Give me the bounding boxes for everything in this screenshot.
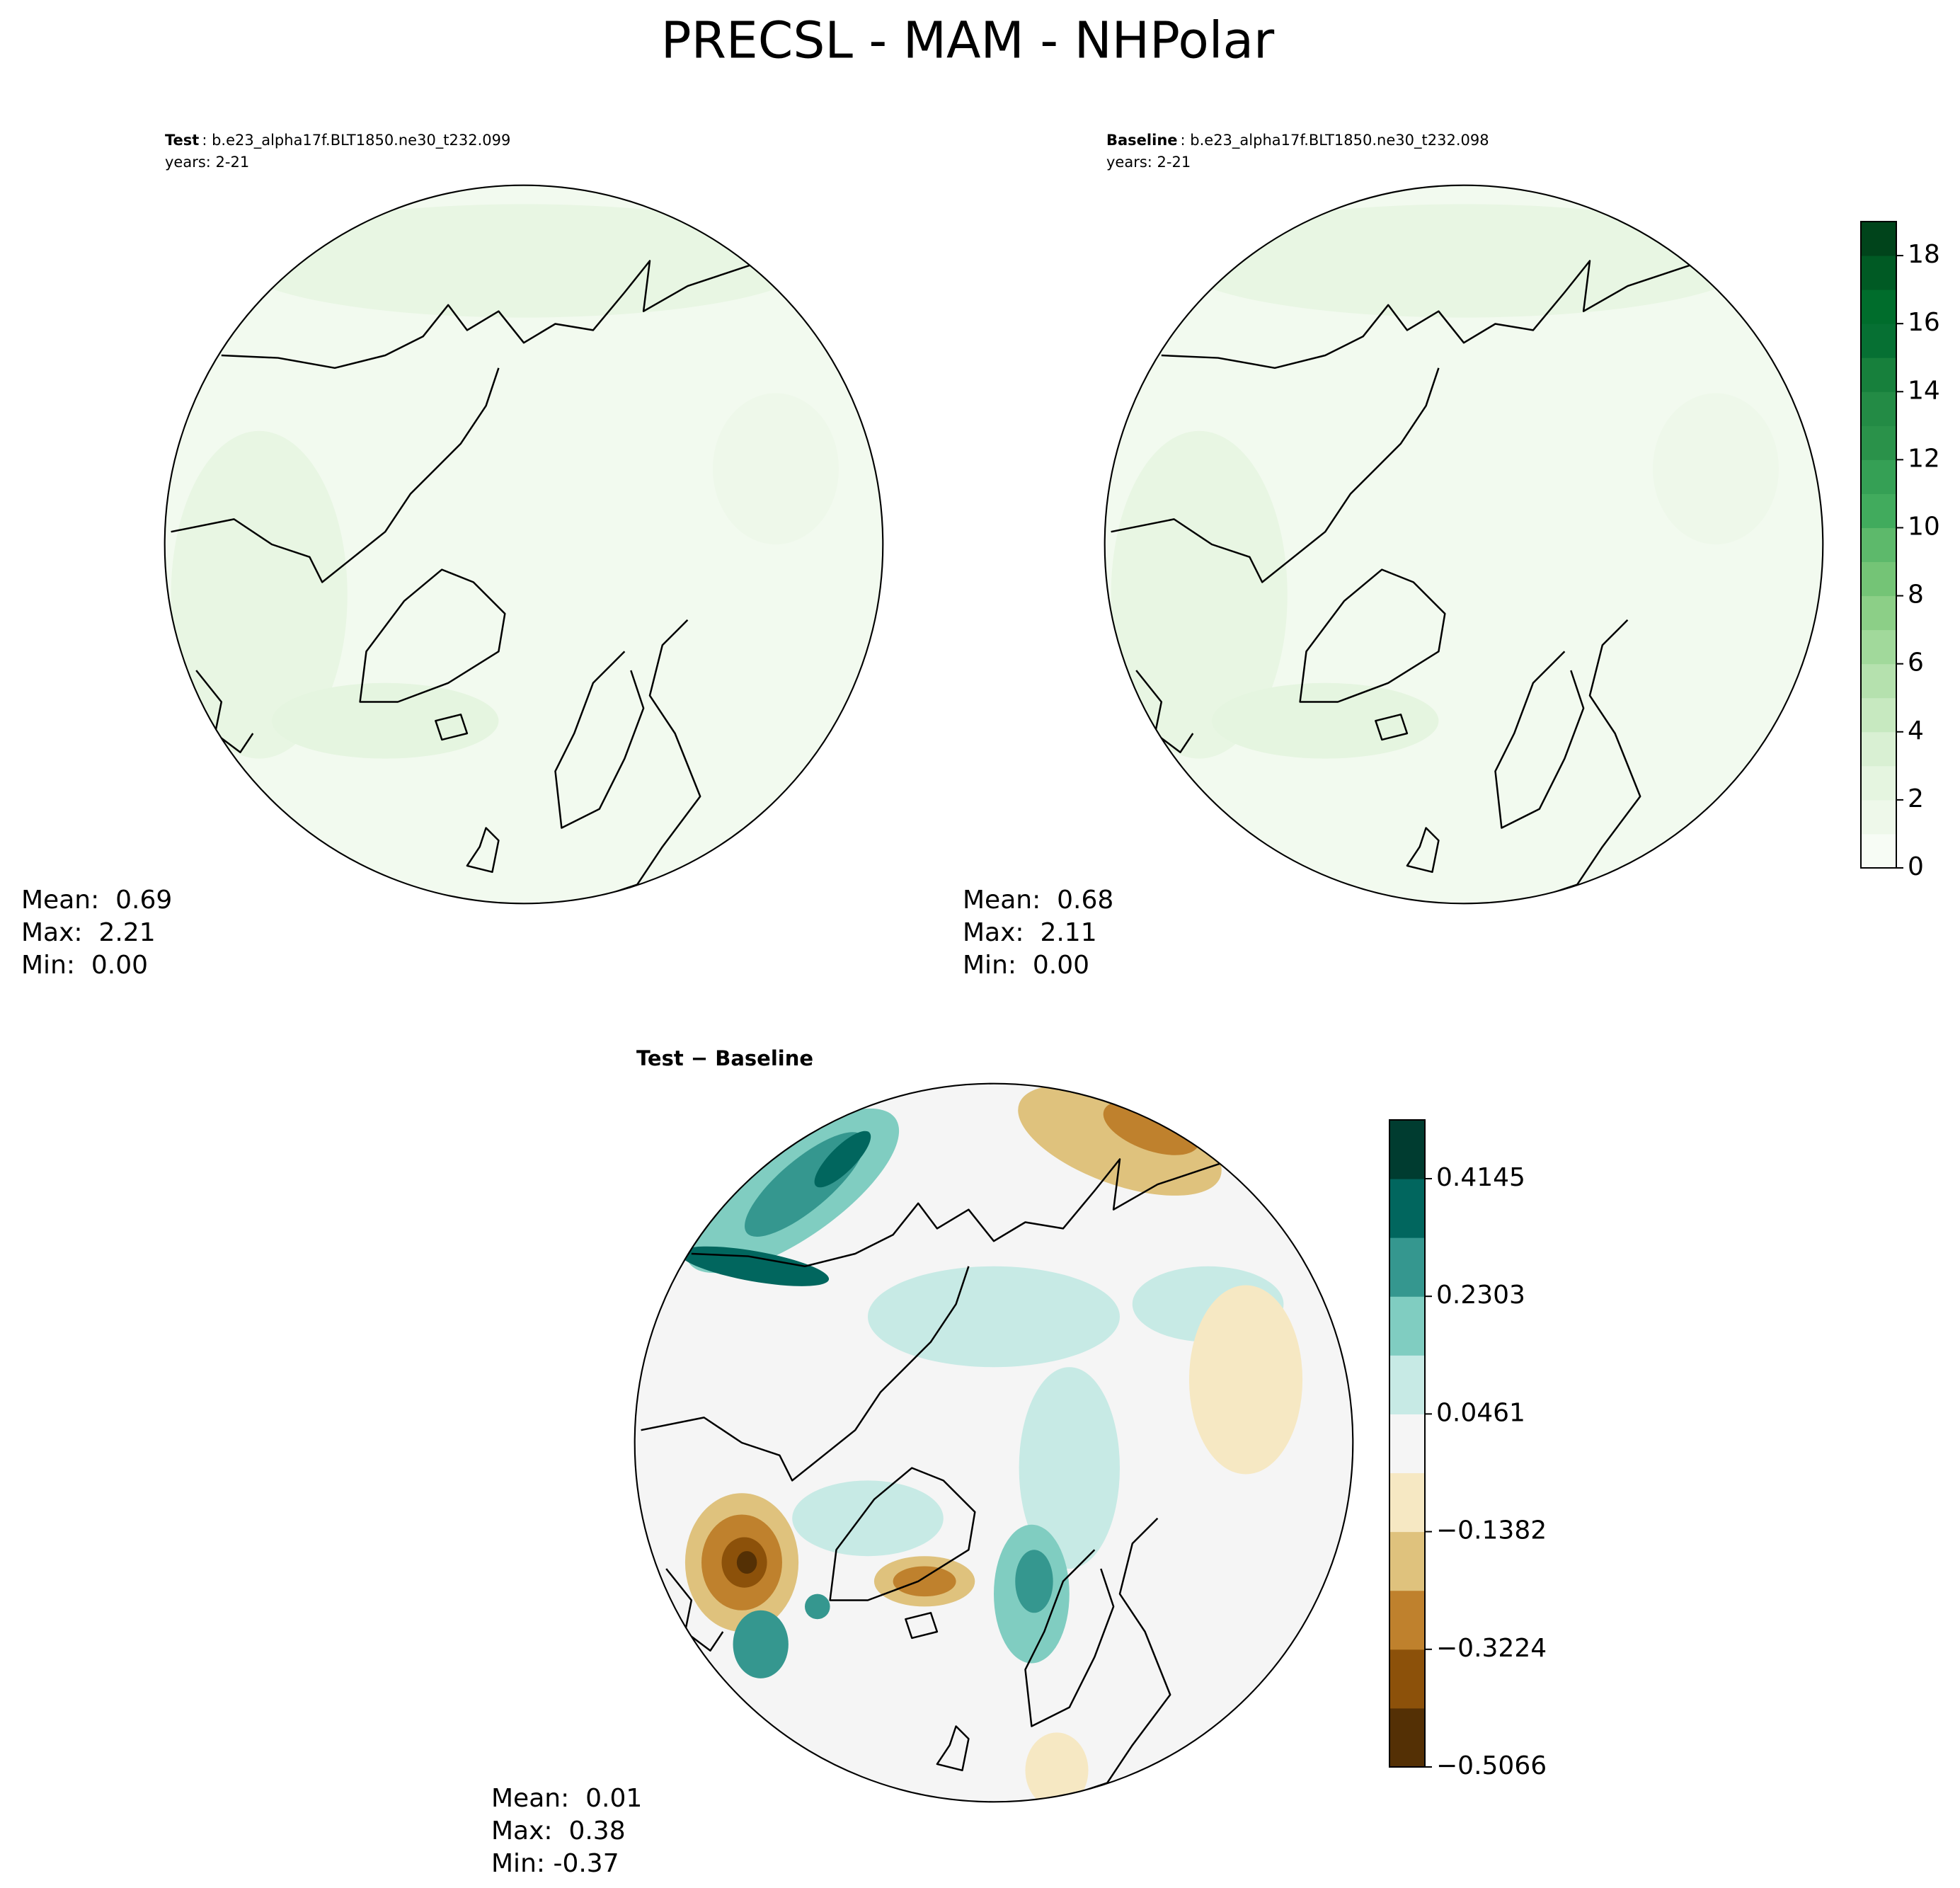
case-label: Test [165, 132, 199, 149]
colorbar-tick-label: 6 [1908, 648, 1924, 677]
colorbar-tick-label: 2 [1908, 784, 1924, 813]
map-field [634, 1083, 1353, 1802]
colorbar-tick-label: −0.5066 [1436, 1751, 1547, 1780]
colorbar-tick-label: 0.2303 [1436, 1281, 1525, 1310]
colorbar-band [1861, 222, 1896, 256]
colorbar-band [1861, 833, 1896, 869]
colorbar-tick-label: 14 [1908, 376, 1940, 405]
colorbar-tick-label: 0 [1908, 852, 1924, 881]
colorbar-band [1389, 1179, 1425, 1238]
stat-line: Mean: 0.01 [491, 1784, 642, 1813]
panel-title: Test − Baseline [636, 1046, 813, 1070]
colorbar-band [1389, 1120, 1425, 1179]
map-boundary [1104, 184, 1824, 905]
colorbar-band [1389, 1296, 1425, 1356]
figure-title: PRECSL - MAM - NHPolar [661, 11, 1275, 70]
colorbar-band [1861, 629, 1896, 665]
stat-line: Mean: 0.69 [21, 886, 172, 915]
map-field [1104, 185, 1823, 904]
map-boundary [634, 1082, 1354, 1803]
colorbar-band [1861, 765, 1896, 801]
colorbar-band [1389, 1590, 1425, 1650]
colorbar-band [1861, 799, 1896, 835]
colorbar-band [1861, 290, 1896, 324]
colorbar-band [1861, 493, 1896, 528]
contour-field [634, 1083, 1353, 1802]
colorbar-band [1861, 357, 1896, 392]
colorbar-tick-label: 4 [1908, 716, 1924, 745]
colorbar-band [1389, 1649, 1425, 1709]
colorbar-band [1861, 561, 1896, 597]
map-field [164, 185, 883, 904]
map-boundary [164, 184, 884, 905]
colorbar-frame [1860, 221, 1897, 869]
colorbar-band [1861, 459, 1896, 494]
colorbar-band [1861, 425, 1896, 460]
stat-line: Max: 0.38 [491, 1817, 626, 1846]
stat-line: Min: 0.00 [21, 951, 148, 980]
colorbar-band [1861, 731, 1896, 767]
colorbar-tick-label: 16 [1908, 308, 1940, 337]
case-name: : b.e23_alpha17f.BLT1850.ne30_t232.099 [202, 132, 510, 149]
polar-map [164, 184, 884, 905]
colorbar-tick-label: −0.1382 [1436, 1516, 1547, 1545]
colorbar-band [1861, 256, 1896, 290]
colorbar-frame [1389, 1119, 1426, 1768]
polar-map [1104, 184, 1824, 905]
case-name: : b.e23_alpha17f.BLT1850.ne30_t232.098 [1181, 132, 1489, 149]
colorbar-band [1861, 663, 1896, 699]
colorbar-band [1389, 1355, 1425, 1414]
stat-line: Max: 2.21 [21, 918, 156, 947]
case-years: years: 2-21 [1106, 154, 1191, 171]
colorbar-band [1389, 1472, 1425, 1533]
stat-line: Mean: 0.68 [963, 886, 1113, 915]
colorbar-band [1861, 595, 1896, 631]
panel-header: Test: b.e23_alpha17f.BLT1850.ne30_t232.0… [165, 132, 510, 149]
colorbar-band [1861, 697, 1896, 733]
colorbar-band [1389, 1707, 1425, 1768]
colorbar-band [1861, 324, 1896, 358]
stat-line: Min: 0.00 [963, 951, 1089, 980]
colorbar-tick-label: 0.0461 [1436, 1398, 1525, 1427]
case-label: Baseline [1106, 132, 1178, 149]
colorbar-tick-label: 0.4145 [1436, 1163, 1525, 1192]
colorbar-tick-label: 12 [1908, 444, 1940, 473]
polar-map [634, 1082, 1354, 1803]
case-years: years: 2-21 [165, 154, 249, 171]
stat-line: Min: -0.37 [491, 1849, 619, 1878]
stat-line: Max: 2.11 [963, 918, 1097, 947]
panel-header: Baseline: b.e23_alpha17f.BLT1850.ne30_t2… [1106, 132, 1489, 149]
colorbar-band [1389, 1414, 1425, 1474]
colorbar-tick-label: 18 [1908, 240, 1940, 269]
colorbar-band [1389, 1531, 1425, 1591]
colorbar-tick-label: −0.3224 [1436, 1634, 1547, 1663]
colorbar-band [1389, 1237, 1425, 1297]
colorbar-band [1861, 527, 1896, 563]
colorbar-band [1861, 391, 1896, 426]
colorbar-tick-label: 10 [1908, 512, 1940, 541]
colorbar-tick-label: 8 [1908, 580, 1924, 610]
